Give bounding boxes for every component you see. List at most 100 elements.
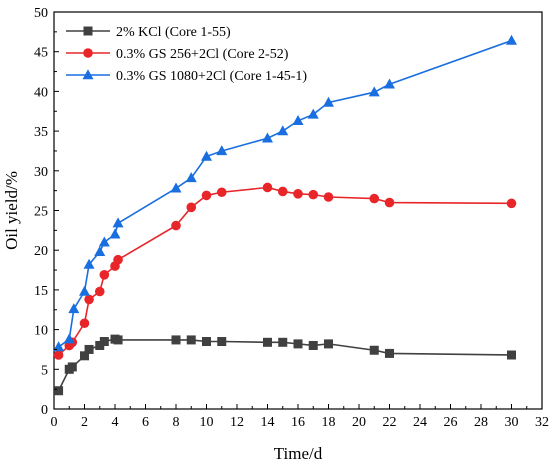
y-axis: 0 5 10 15 20 25 30 35 40 45 50 bbox=[34, 6, 59, 418]
legend: 2% KCl (Core 1-55) 0.3% GS 256+2Cl (Core … bbox=[66, 25, 307, 84]
data-point bbox=[170, 182, 182, 193]
data-point bbox=[80, 351, 89, 361]
data-point bbox=[293, 189, 303, 199]
legend-marker bbox=[83, 48, 93, 58]
data-point bbox=[99, 337, 109, 347]
x-tick-label: 30 bbox=[505, 415, 519, 430]
data-point bbox=[506, 34, 517, 45]
x-tick-label: 26 bbox=[444, 415, 458, 430]
legend-label: 0.3% GS 1080+2Cl (Core 1-45-1) bbox=[116, 69, 307, 84]
data-point bbox=[63, 333, 75, 344]
data-point bbox=[202, 337, 211, 347]
data-point bbox=[186, 202, 197, 213]
data-point bbox=[84, 344, 94, 354]
data-point bbox=[171, 335, 181, 345]
data-point bbox=[385, 348, 394, 358]
data-point bbox=[171, 220, 181, 231]
x-axis-title: Time/d bbox=[274, 444, 323, 463]
series-1 bbox=[54, 334, 516, 396]
data-point bbox=[99, 270, 110, 280]
data-point bbox=[67, 362, 77, 372]
data-point bbox=[277, 186, 288, 197]
y-tick-label: 20 bbox=[34, 244, 48, 259]
data-point bbox=[83, 258, 95, 269]
data-point bbox=[98, 236, 110, 247]
data-point bbox=[507, 350, 516, 360]
x-tick-label: 32 bbox=[535, 415, 549, 430]
data-point bbox=[109, 228, 121, 239]
legend-label: 0.3% GS 256+2Cl (Core 2-52) bbox=[116, 47, 289, 62]
data-point bbox=[292, 114, 304, 125]
series-3 bbox=[53, 34, 517, 352]
data-point bbox=[53, 341, 65, 352]
legend-item: 0.3% GS 256+2Cl (Core 2-52) bbox=[66, 47, 289, 62]
data-point bbox=[216, 187, 227, 198]
data-point bbox=[112, 217, 124, 228]
data-point bbox=[79, 285, 90, 296]
x-tick-label: 8 bbox=[173, 415, 180, 430]
data-point bbox=[201, 190, 212, 201]
series-line bbox=[58, 186, 512, 356]
data-point bbox=[308, 340, 318, 350]
data-point bbox=[68, 303, 80, 314]
x-tick-label: 12 bbox=[230, 415, 244, 430]
data-point bbox=[216, 145, 228, 156]
data-point bbox=[186, 335, 196, 345]
series-2 bbox=[53, 182, 517, 360]
x-tick-label: 18 bbox=[322, 415, 336, 430]
data-point bbox=[113, 254, 123, 265]
y-tick-label: 40 bbox=[34, 85, 48, 100]
data-point bbox=[384, 197, 395, 208]
data-point bbox=[506, 198, 517, 209]
data-point bbox=[384, 78, 395, 89]
y-tick-label: 45 bbox=[34, 46, 48, 61]
data-point bbox=[278, 337, 288, 347]
legend-item: 0.3% GS 1080+2Cl (Core 1-45-1) bbox=[66, 69, 307, 84]
legend-label: 2% KCl (Core 1-55) bbox=[116, 25, 231, 40]
data-point bbox=[113, 335, 123, 345]
data-point bbox=[84, 294, 94, 305]
x-tick-label: 6 bbox=[142, 415, 149, 430]
x-tick-label: 16 bbox=[291, 415, 305, 430]
data-point bbox=[308, 189, 319, 200]
y-tick-label: 0 bbox=[41, 403, 48, 418]
data-point bbox=[263, 337, 272, 347]
y-tick-label: 25 bbox=[34, 205, 48, 220]
legend-item: 2% KCl (Core 1-55) bbox=[66, 25, 231, 40]
x-tick-label: 0 bbox=[51, 415, 58, 430]
data-point bbox=[293, 339, 303, 349]
data-point bbox=[323, 192, 334, 202]
data-point bbox=[277, 125, 289, 136]
data-point bbox=[94, 286, 105, 297]
series-layer bbox=[53, 34, 517, 396]
y-tick-label: 30 bbox=[34, 165, 48, 180]
legend-marker bbox=[83, 26, 93, 36]
data-point bbox=[323, 96, 334, 107]
data-point bbox=[217, 337, 227, 347]
legend-marker bbox=[82, 69, 94, 80]
series-line bbox=[57, 338, 512, 392]
x-tick-label: 24 bbox=[413, 415, 427, 430]
x-tick-label: 10 bbox=[200, 415, 214, 430]
data-point bbox=[79, 318, 90, 329]
x-tick-label: 14 bbox=[261, 415, 275, 430]
data-point bbox=[324, 339, 333, 349]
x-axis: 0 2 4 6 8 10 12 14 16 18 20 22 24 26 28 30 32 bbox=[51, 404, 549, 430]
data-point bbox=[54, 386, 64, 396]
x-tick-label: 2 bbox=[81, 415, 88, 430]
x-tick-label: 28 bbox=[474, 415, 488, 430]
data-point bbox=[201, 150, 212, 161]
data-point bbox=[94, 245, 106, 256]
data-point bbox=[95, 340, 105, 350]
y-tick-label: 35 bbox=[34, 125, 48, 140]
y-tick-label: 10 bbox=[34, 324, 48, 339]
data-point bbox=[185, 172, 197, 183]
y-tick-label: 15 bbox=[34, 284, 48, 299]
x-tick-label: 4 bbox=[112, 415, 119, 430]
y-tick-label: 5 bbox=[41, 363, 48, 378]
y-tick-label: 50 bbox=[34, 6, 48, 21]
data-point bbox=[369, 345, 379, 355]
data-point bbox=[369, 193, 380, 204]
data-point bbox=[368, 86, 380, 97]
